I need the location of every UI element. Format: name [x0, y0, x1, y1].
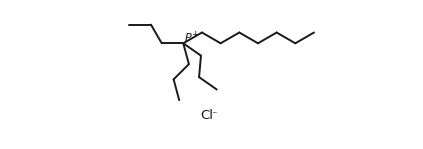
Text: +: +: [191, 30, 198, 39]
Text: P: P: [185, 32, 192, 42]
Text: ⁻: ⁻: [211, 110, 217, 120]
Text: Cl: Cl: [200, 109, 213, 122]
